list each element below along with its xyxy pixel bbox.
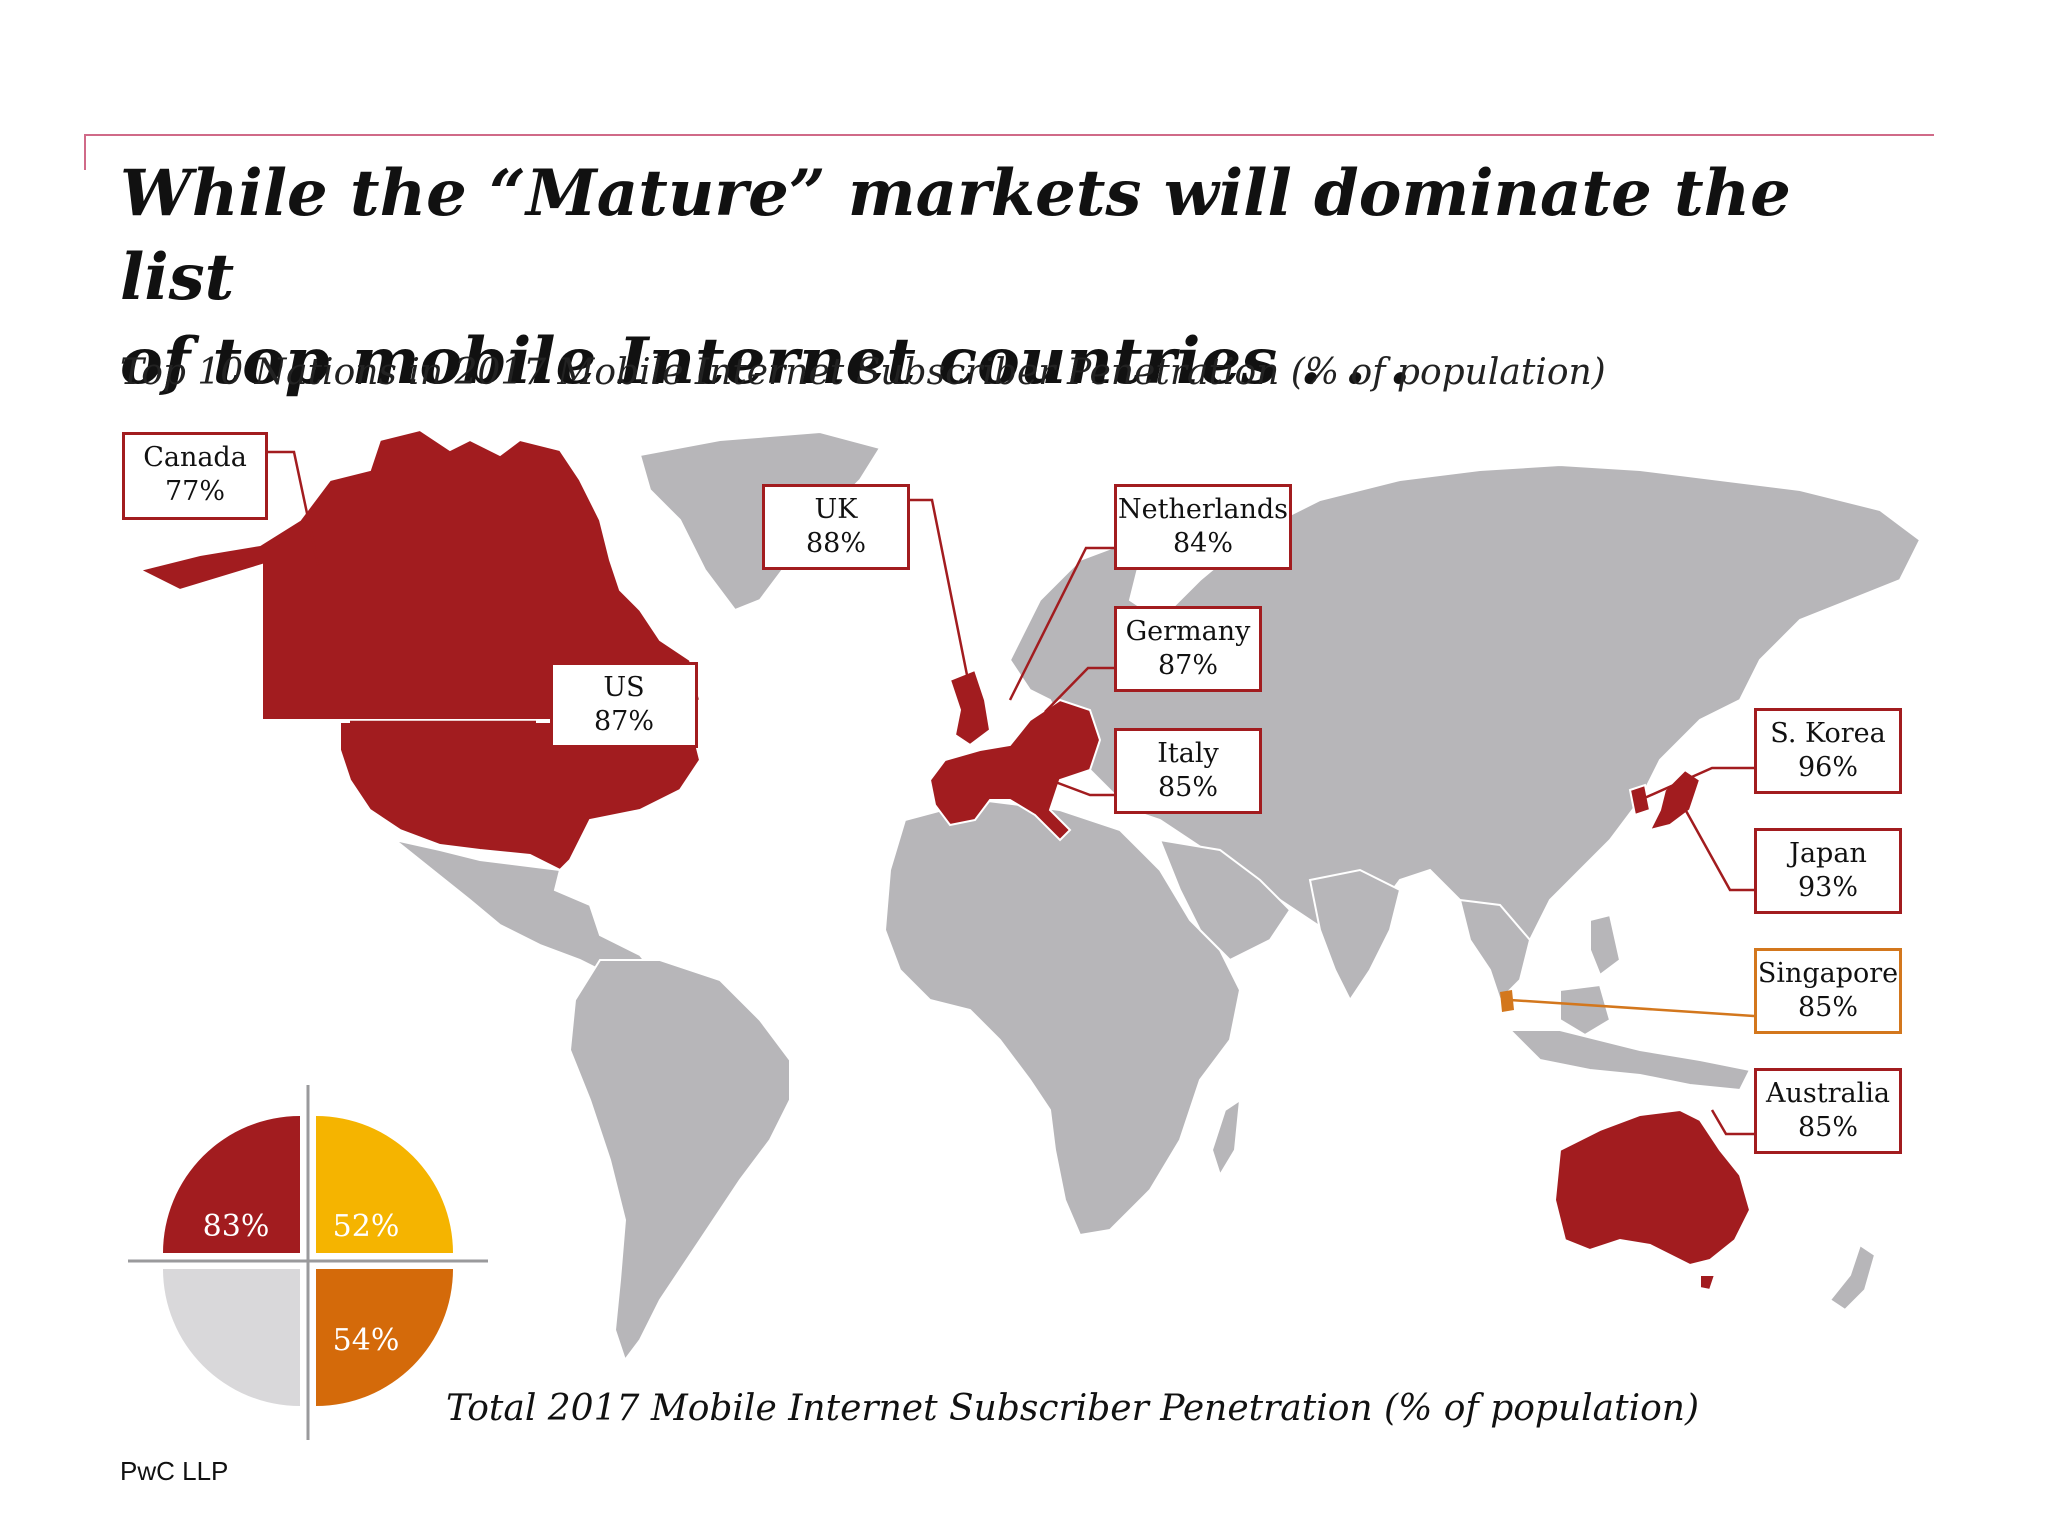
pie-chart: 83% 52% 54% [128, 1085, 488, 1440]
title-line-2: of top mobile Internet countries . . . [120, 324, 1411, 399]
callout-australia-value: 85% [1797, 1112, 1858, 1143]
pie-quadrant-bottom-right [316, 1269, 453, 1406]
callout-netherlands-value: 84% [1172, 528, 1233, 559]
pie-caption: Total 2017 Mobile Internet Subscriber Pe… [446, 1388, 1700, 1429]
japan-leader [1678, 799, 1754, 892]
australia-shape [1553, 1108, 1752, 1267]
indonesia-shape [1507, 1029, 1752, 1092]
callout-us: US 87% [550, 662, 698, 748]
pie-label-top-left: 83% [203, 1209, 270, 1244]
callout-australia: Australia 85% [1754, 1068, 1902, 1154]
map-subtitle: Top 10 Nations in 2017 Mobile Internet S… [120, 352, 1606, 393]
callout-netherlands-country: Netherlands [1118, 494, 1288, 525]
southeast-asia-shape [1458, 898, 1532, 1002]
callout-us-country: US [603, 672, 645, 703]
canada-leader [268, 450, 320, 566]
callout-australia-country: Australia [1766, 1078, 1890, 1109]
south-korea-leader [1639, 766, 1754, 802]
callout-germany-country: Germany [1125, 616, 1251, 647]
madagascar-shape [1210, 1097, 1242, 1178]
borneo-shape [1559, 983, 1612, 1037]
tasmania-shape [1699, 1274, 1717, 1292]
source-footer: PwC LLP [120, 1456, 229, 1486]
callout-canada: Canada 77% [122, 432, 268, 520]
callout-south-korea-value: 96% [1797, 752, 1858, 783]
leader-lines [268, 450, 1755, 1136]
callout-canada-value: 77% [164, 476, 225, 507]
callout-japan-country: Japan [1789, 838, 1867, 869]
callout-singapore-country: Singapore [1757, 958, 1899, 989]
callout-south-korea: S. Korea 96% [1754, 708, 1902, 794]
top-accent-rule-tick [84, 134, 86, 170]
philippines-shape [1589, 913, 1622, 977]
pie-quadrant-bottom-left [163, 1269, 300, 1406]
callout-germany-value: 87% [1157, 650, 1218, 681]
callout-japan: Japan 93% [1754, 828, 1902, 914]
callout-singapore: Singapore 85% [1754, 948, 1902, 1034]
germany-leader [1044, 666, 1114, 713]
callout-uk-country: UK [814, 494, 858, 525]
canada-shape [137, 428, 702, 721]
singapore-leader [1509, 998, 1755, 1018]
callout-italy-country: Italy [1157, 738, 1219, 769]
callout-japan-value: 93% [1797, 872, 1858, 903]
pie-label-top-right: 52% [333, 1209, 400, 1244]
callout-us-value: 87% [593, 706, 654, 737]
new-zealand-shape [1828, 1243, 1877, 1312]
callout-italy: Italy 85% [1114, 728, 1262, 814]
callout-italy-value: 85% [1157, 772, 1218, 803]
land-other [394, 430, 1922, 1363]
top-accent-rule [84, 134, 1934, 136]
western-europe-shape [928, 698, 1102, 842]
title-line-1: While the “Mature” markets will dominate… [120, 156, 1791, 315]
land-top10 [137, 428, 1752, 1292]
callout-netherlands: Netherlands 84% [1114, 484, 1292, 570]
singapore-shape [1500, 990, 1514, 1012]
arabia-shape [1158, 838, 1292, 962]
callout-uk: UK 88% [762, 484, 910, 570]
japan-shape [1648, 768, 1702, 832]
callout-uk-value: 88% [805, 528, 866, 559]
uk-leader [910, 498, 972, 691]
callout-singapore-value: 85% [1797, 992, 1858, 1023]
india-shape [1308, 868, 1402, 1002]
south-america-shape [568, 959, 791, 1363]
africa-shape [883, 798, 1242, 1237]
netherlands-leader [1008, 546, 1114, 701]
italy-leader [1049, 778, 1114, 797]
pie-quadrant-top-right [316, 1116, 453, 1253]
uk-shape [948, 668, 992, 747]
pie-label-bottom-right: 54% [333, 1323, 400, 1358]
callout-germany: Germany 87% [1114, 606, 1262, 692]
callout-canada-country: Canada [143, 442, 247, 473]
page-title: While the “Mature” markets will dominate… [120, 152, 1920, 404]
callout-south-korea-country: S. Korea [1770, 718, 1886, 749]
australia-leader [1710, 1109, 1754, 1136]
pie-quadrant-top-left [163, 1116, 300, 1253]
